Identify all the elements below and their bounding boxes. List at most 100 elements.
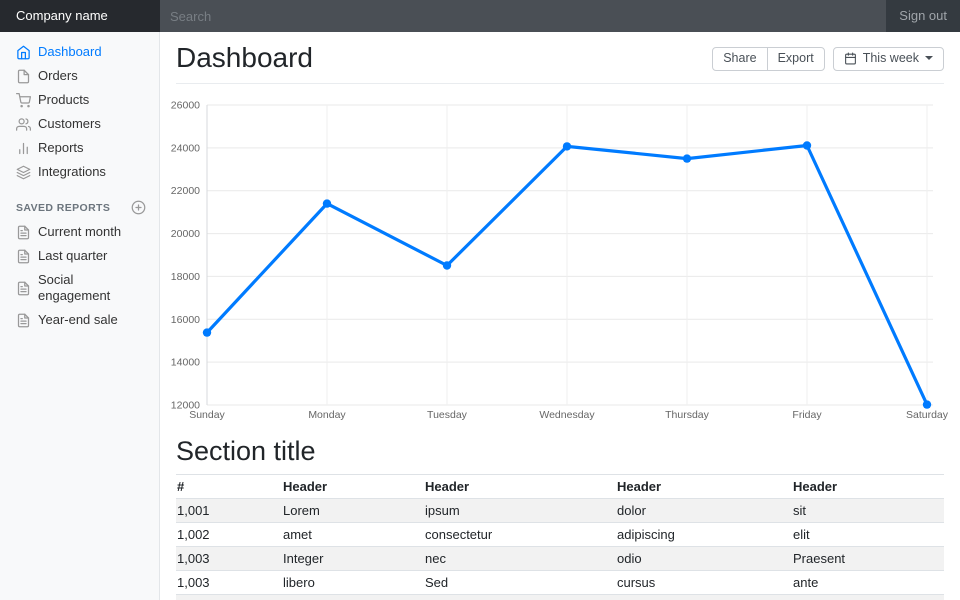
table-cell: nisi — [792, 594, 944, 600]
toolbar: Share Export This week — [712, 46, 944, 74]
svg-text:Thursday: Thursday — [665, 409, 710, 421]
table-row: 1,002 amet consectetur adipiscing elit — [176, 522, 944, 547]
table-header-cell: Header — [792, 474, 944, 500]
top-navbar: Company name Sign out — [0, 0, 960, 32]
file-text-icon — [17, 313, 30, 327]
table-cell: 1,003 — [176, 570, 282, 595]
page-title: Dashboard — [176, 42, 313, 73]
table-cell: 1,004 — [176, 594, 282, 600]
data-table: # Header Header Header Header 1,001 Lorem ipsu… — [176, 474, 944, 600]
table-cell: 1,001 — [176, 498, 282, 523]
svg-text:Friday: Friday — [792, 409, 822, 421]
svg-text:Tuesday: Tuesday — [427, 409, 468, 421]
shopping-cart-icon — [16, 92, 31, 107]
table-header-row: # Header Header Header Header — [176, 474, 944, 500]
sidebar: Dashboard Orders Products Customers Repo… — [0, 32, 160, 600]
brand-link[interactable]: Company name — [0, 0, 160, 32]
table-row: 1,003 libero Sed cursus ante — [176, 570, 944, 595]
svg-text:Sunday: Sunday — [189, 409, 225, 421]
saved-report-label: Social engagement — [38, 272, 111, 303]
export-button[interactable]: Export — [766, 46, 825, 71]
period-dropdown-button[interactable]: This week — [832, 46, 944, 71]
users-icon — [16, 117, 31, 131]
svg-text:24000: 24000 — [171, 142, 200, 154]
share-button[interactable]: Share — [712, 46, 768, 71]
table-cell: sit — [792, 498, 944, 523]
table-cell: Praesent — [792, 546, 944, 571]
table-cell: Integer — [282, 546, 424, 571]
saved-report-year-end-sale[interactable]: Year-end sale — [0, 308, 159, 332]
bar-chart-icon — [19, 142, 28, 154]
saved-reports-heading: Saved reports — [0, 184, 159, 220]
sidebar-item-label: Reports — [38, 140, 84, 155]
sidebar-item-label: Orders — [38, 68, 78, 83]
table-header-cell: Header — [282, 474, 424, 500]
sidebar-item-label: Products — [38, 92, 90, 107]
sidebar-nav: Dashboard Orders Products Customers Repo… — [0, 40, 159, 184]
svg-text:12000: 12000 — [171, 399, 200, 411]
table-cell: libero — [282, 570, 424, 595]
table-row: 1,001 Lorem ipsum dolor sit — [176, 498, 944, 523]
sidebar-item-reports[interactable]: Reports — [0, 136, 159, 160]
saved-reports-heading-label: Saved reports — [16, 201, 111, 214]
file-text-icon — [17, 281, 30, 295]
layers-icon — [16, 165, 31, 179]
table-row: 1,004dapibusdiamSednisi — [176, 594, 944, 600]
saved-report-social-engagement[interactable]: Social engagement — [0, 268, 159, 308]
home-icon — [17, 45, 30, 59]
file-text-icon — [17, 249, 30, 263]
sidebar-item-label: Dashboard — [38, 44, 102, 59]
main-content: Dashboard Share Export This week 12000 14… — [160, 32, 960, 600]
svg-text:16000: 16000 — [171, 314, 200, 326]
share-export-group: Share Export — [712, 46, 825, 71]
search-input[interactable] — [160, 0, 887, 32]
saved-reports-nav: Current month Last quarter Social engage… — [0, 220, 159, 332]
table-cell: consectetur — [424, 522, 616, 547]
table-header-cell: # — [176, 474, 282, 500]
plus-circle-icon[interactable] — [131, 200, 146, 215]
table-cell: 1,002 — [176, 522, 282, 547]
sidebar-item-products[interactable]: Products — [0, 88, 159, 112]
table-cell: elit — [792, 522, 944, 547]
sidebar-item-orders[interactable]: Orders — [0, 64, 159, 88]
sidebar-item-integrations[interactable]: Integrations — [0, 160, 159, 184]
svg-text:Wednesday: Wednesday — [539, 409, 595, 421]
file-icon — [17, 69, 30, 83]
file-text-icon — [17, 225, 30, 239]
table-header-cell: Header — [424, 474, 616, 500]
saved-report-current-month[interactable]: Current month — [0, 220, 159, 244]
svg-text:14000: 14000 — [171, 356, 200, 368]
table-cell: dapibus — [282, 594, 424, 600]
sidebar-item-dashboard[interactable]: Dashboard — [0, 40, 159, 64]
table-cell: 1,003 — [176, 546, 282, 571]
section-title: Section title — [176, 435, 316, 466]
calendar-icon — [844, 52, 856, 65]
sign-out-link[interactable]: Sign out — [886, 0, 960, 32]
table-header-cell: Header — [616, 474, 792, 500]
svg-text:26000: 26000 — [171, 99, 200, 111]
chevron-down-icon — [925, 56, 933, 61]
svg-text:Monday: Monday — [308, 409, 346, 421]
saved-report-label: Last quarter — [38, 248, 108, 263]
table-cell: cursus — [616, 570, 792, 595]
svg-text:22000: 22000 — [171, 185, 200, 197]
svg-text:Saturday: Saturday — [906, 409, 949, 421]
table-cell: adipiscing — [616, 522, 792, 547]
table-cell: odio — [616, 546, 792, 571]
table-body: 1,001 Lorem ipsum dolor sit 1,002 amet consecte… — [176, 498, 944, 600]
sales-line-chart[interactable]: 12000 14000 16000 18000 20000 22000 24000 26000… — [171, 95, 949, 425]
table-cell: Sed — [424, 570, 616, 595]
svg-text:18000: 18000 — [171, 271, 200, 283]
sidebar-item-label: Integrations — [38, 164, 106, 179]
saved-report-label: Year-end sale — [38, 312, 118, 327]
saved-report-label: Current month — [38, 224, 122, 239]
table-cell: diam — [424, 594, 616, 600]
svg-text:20000: 20000 — [171, 228, 200, 240]
table-cell: amet — [282, 522, 424, 547]
saved-report-last-quarter[interactable]: Last quarter — [0, 244, 159, 268]
table-cell: ipsum — [424, 498, 616, 523]
table-cell: Sed — [616, 594, 792, 600]
table-row: 1,003 Integer nec odio Praesent — [176, 546, 944, 571]
sidebar-item-label: Customers — [38, 116, 101, 131]
sidebar-item-customers[interactable]: Customers — [0, 112, 159, 136]
